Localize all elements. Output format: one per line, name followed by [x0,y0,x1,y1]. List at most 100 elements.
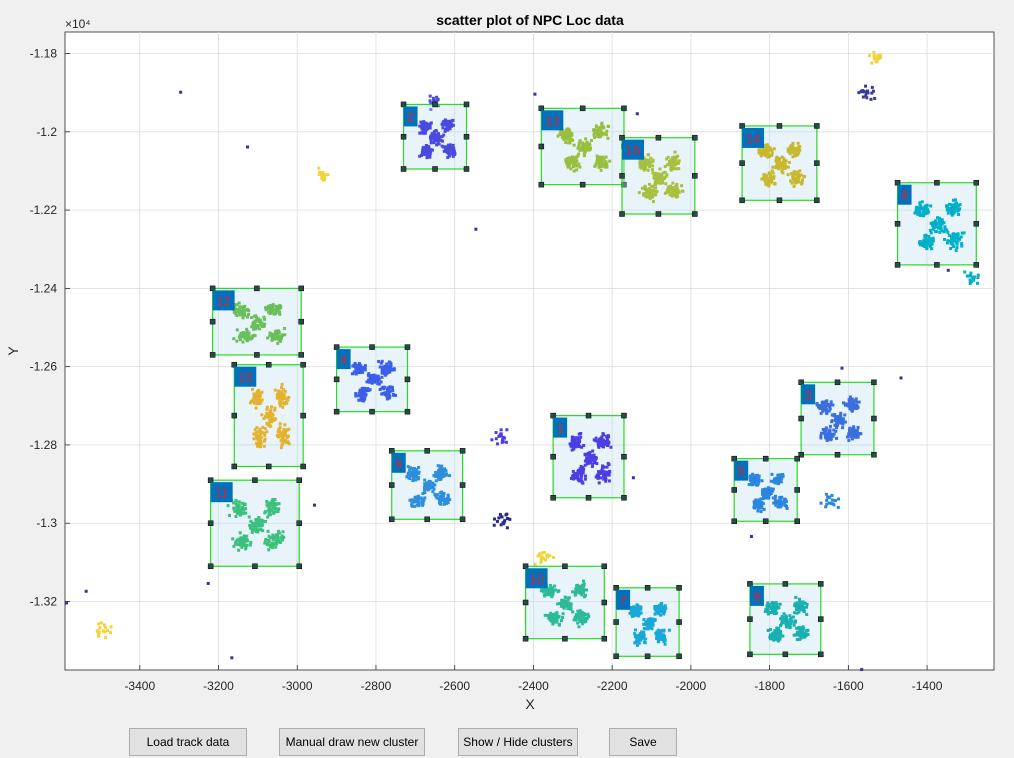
scatter-point [949,247,953,251]
cluster-13: 13 [538,105,627,188]
roi-handle [388,448,395,454]
scatter-point [234,540,238,544]
roi-handle [692,173,698,179]
scatter-point [824,400,828,404]
scatter-point [258,429,262,433]
scatter-point [772,175,776,179]
scatter-point [648,195,652,199]
scatter-point [274,312,278,316]
scatter-point [924,243,928,247]
save-button[interactable]: Save [609,728,677,756]
scatter-point [596,129,600,133]
scatter-point [103,623,107,627]
scatter-point [794,605,798,609]
scatter-point [952,245,956,249]
scatter-point [765,149,769,153]
scatter-point [819,436,823,440]
scatter-point [264,308,268,312]
scatter-point [676,154,680,158]
scatter-point [278,312,282,316]
scatter-point [680,184,684,188]
scatter-point [773,603,777,607]
scatter-point [659,181,663,185]
scatter-point [280,397,284,401]
scatter-point [642,618,646,622]
scatter-point [271,335,275,339]
scatter-point [600,155,604,159]
scatter-point [363,397,367,401]
scatter-point [423,489,427,493]
scatter-point [420,131,424,135]
scatter-point [441,139,445,143]
load-track-data-button[interactable]: Load track data [129,728,247,756]
scatter-point [236,509,240,513]
scatter-point [561,612,565,616]
scatter-point [958,203,962,207]
scatter-point [568,604,572,608]
scatter-point [562,130,566,134]
scatter-point [797,602,801,606]
scatter-point [258,522,262,526]
scatter-point [437,136,441,140]
scatter-point [642,192,646,196]
scatter-point [581,586,585,590]
scatter-point [237,311,241,315]
scatter-point [550,590,554,594]
scatter-point [653,183,657,187]
roi-handle [818,616,824,622]
scatter-point [576,609,580,613]
scatter-point [568,129,572,133]
scatter-point [237,537,241,541]
scatter-point [929,204,933,208]
scatter-point [761,147,765,151]
scatter-point [320,177,324,181]
scatter-point [279,446,283,450]
roi-handle [538,181,545,188]
scatter-point [773,181,777,185]
scatter-point [569,476,573,480]
scatter-point [263,427,267,431]
scatter-point [794,602,798,606]
scatter-point [573,158,577,162]
roi-handle [601,563,608,570]
scatter-point [243,537,247,541]
scatter-point [770,611,774,615]
scatter-point [777,631,781,635]
scatter-point [257,524,261,528]
scatter-point [832,432,836,436]
scatter-point [680,189,684,193]
show-hide-clusters-button[interactable]: Show / Hide clusters [458,728,578,756]
scatter-point [594,436,598,440]
scatter-point [597,474,601,478]
scatter-point [241,511,245,515]
scatter-point [232,501,236,505]
scatter-point [274,304,278,308]
scatter-point [243,313,247,317]
scatter-point [268,419,272,423]
scatter-point [550,594,554,598]
cluster-label-bg [403,106,418,127]
scatter-point [950,240,954,244]
scatter-point [822,400,826,404]
scatter-point [773,497,777,501]
scatter-point [275,502,279,506]
manual-draw-cluster-button[interactable]: Manual draw new cluster [279,728,425,756]
scatter-point [269,410,273,414]
scatter-point [657,606,661,610]
scatter-point [773,629,777,633]
scatter-point [279,439,283,443]
scatter-point [602,441,606,445]
scatter-point [749,477,753,481]
y-tick-label: -1.3 [36,516,57,530]
scatter-point [234,514,238,518]
scatter-point [273,388,277,392]
scatter-point [776,505,780,509]
scatter-point [580,622,584,626]
scatter-point [641,164,645,168]
scatter-point [317,172,321,176]
scatter-point [247,312,251,316]
roi-handle [676,585,682,591]
scatter-point [956,208,960,212]
scatter-point [576,474,580,478]
scatter-point [651,617,655,621]
